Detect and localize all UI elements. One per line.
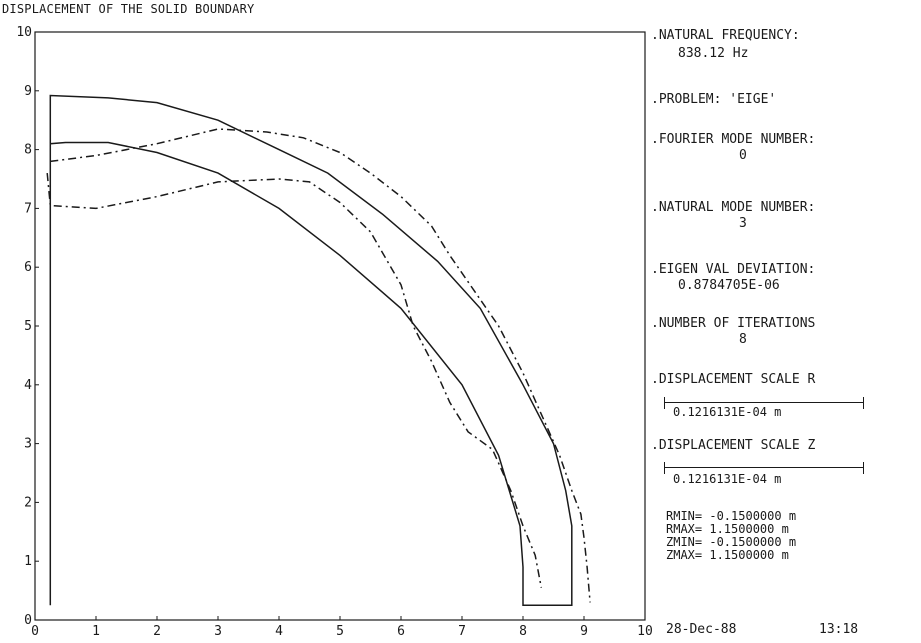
y-tick-label: 6 bbox=[24, 260, 32, 275]
x-tick-label: 6 bbox=[397, 624, 405, 639]
fourier-mode-label: .FOURIER MODE NUMBER: bbox=[651, 132, 816, 147]
x-tick-label: 9 bbox=[580, 624, 588, 639]
rmax-readout: RMAX= 1.1500000 m bbox=[666, 522, 789, 536]
x-tick-label: 1 bbox=[92, 624, 100, 639]
x-tick-label: 5 bbox=[336, 624, 344, 639]
zmax-readout: ZMAX= 1.1500000 m bbox=[666, 548, 789, 562]
y-tick-label: 2 bbox=[24, 495, 32, 510]
displaced-boundary-line bbox=[46, 173, 543, 588]
displacement-scale-z-value: 0.1216131E-04 m bbox=[673, 472, 782, 486]
natural-mode-label: .NATURAL MODE NUMBER: bbox=[651, 200, 816, 215]
x-tick-label: 8 bbox=[519, 624, 527, 639]
problem-label: .PROBLEM: 'EIGE' bbox=[651, 92, 777, 107]
series-lines bbox=[46, 94, 591, 607]
plot-time: 13:18 bbox=[819, 622, 859, 637]
y-tick-label: 10 bbox=[16, 25, 32, 40]
displacement-scale-r-value: 0.1216131E-04 m bbox=[673, 405, 782, 419]
plot-axes bbox=[34, 31, 646, 621]
eigen-deviation-label: .EIGEN VAL DEVIATION: bbox=[651, 262, 816, 277]
x-tick-label: 10 bbox=[637, 624, 653, 639]
natural-frequency-label: .NATURAL FREQUENCY: bbox=[651, 28, 800, 43]
displaced-boundary-line bbox=[50, 128, 591, 603]
eigen-deviation-value: 0.8784705E-06 bbox=[678, 278, 780, 293]
natural-mode-value: 3 bbox=[739, 216, 747, 231]
y-tick-label: 1 bbox=[24, 554, 32, 569]
zmin-readout: ZMIN= -0.1500000 m bbox=[666, 535, 797, 549]
y-tick-label: 5 bbox=[24, 319, 32, 334]
tick-labels: 0 1 2 3 4 5 6 7 8 9 10 0 1 2 3 4 5 6 7 8 9 10 bbox=[16, 25, 652, 639]
displacement-scale-z-label: .DISPLACEMENT SCALE Z bbox=[651, 438, 816, 453]
fourier-mode-value: 0 bbox=[739, 148, 747, 163]
x-tick-label: 2 bbox=[153, 624, 161, 639]
x-tick-label: 4 bbox=[275, 624, 283, 639]
scale-bar-z bbox=[664, 462, 864, 478]
y-tick-label: 0 bbox=[24, 613, 32, 628]
displacement-scale-r-label: .DISPLACEMENT SCALE R bbox=[651, 372, 816, 387]
y-tick-label: 3 bbox=[24, 437, 32, 452]
scale-bar-r bbox=[664, 397, 864, 413]
chart-title: DISPLACEMENT OF THE SOLID BOUNDARY bbox=[2, 2, 255, 16]
x-tick-label: 7 bbox=[458, 624, 466, 639]
rmin-readout: RMIN= -0.1500000 m bbox=[666, 509, 797, 523]
x-tick-label: 0 bbox=[31, 624, 39, 639]
y-tick-label: 7 bbox=[24, 201, 32, 216]
undeformed-boundary-line bbox=[49, 94, 573, 607]
iterations-value: 8 bbox=[739, 332, 747, 347]
y-tick-label: 9 bbox=[24, 84, 32, 99]
plot-date: 28-Dec-88 bbox=[666, 622, 737, 637]
natural-frequency-value: 838.12 Hz bbox=[678, 46, 749, 61]
x-tick-label: 3 bbox=[214, 624, 222, 639]
y-tick-label: 8 bbox=[24, 143, 32, 158]
y-tick-label: 4 bbox=[24, 378, 32, 393]
iterations-label: .NUMBER OF ITERATIONS bbox=[651, 316, 816, 331]
plot-frame bbox=[34, 31, 646, 621]
